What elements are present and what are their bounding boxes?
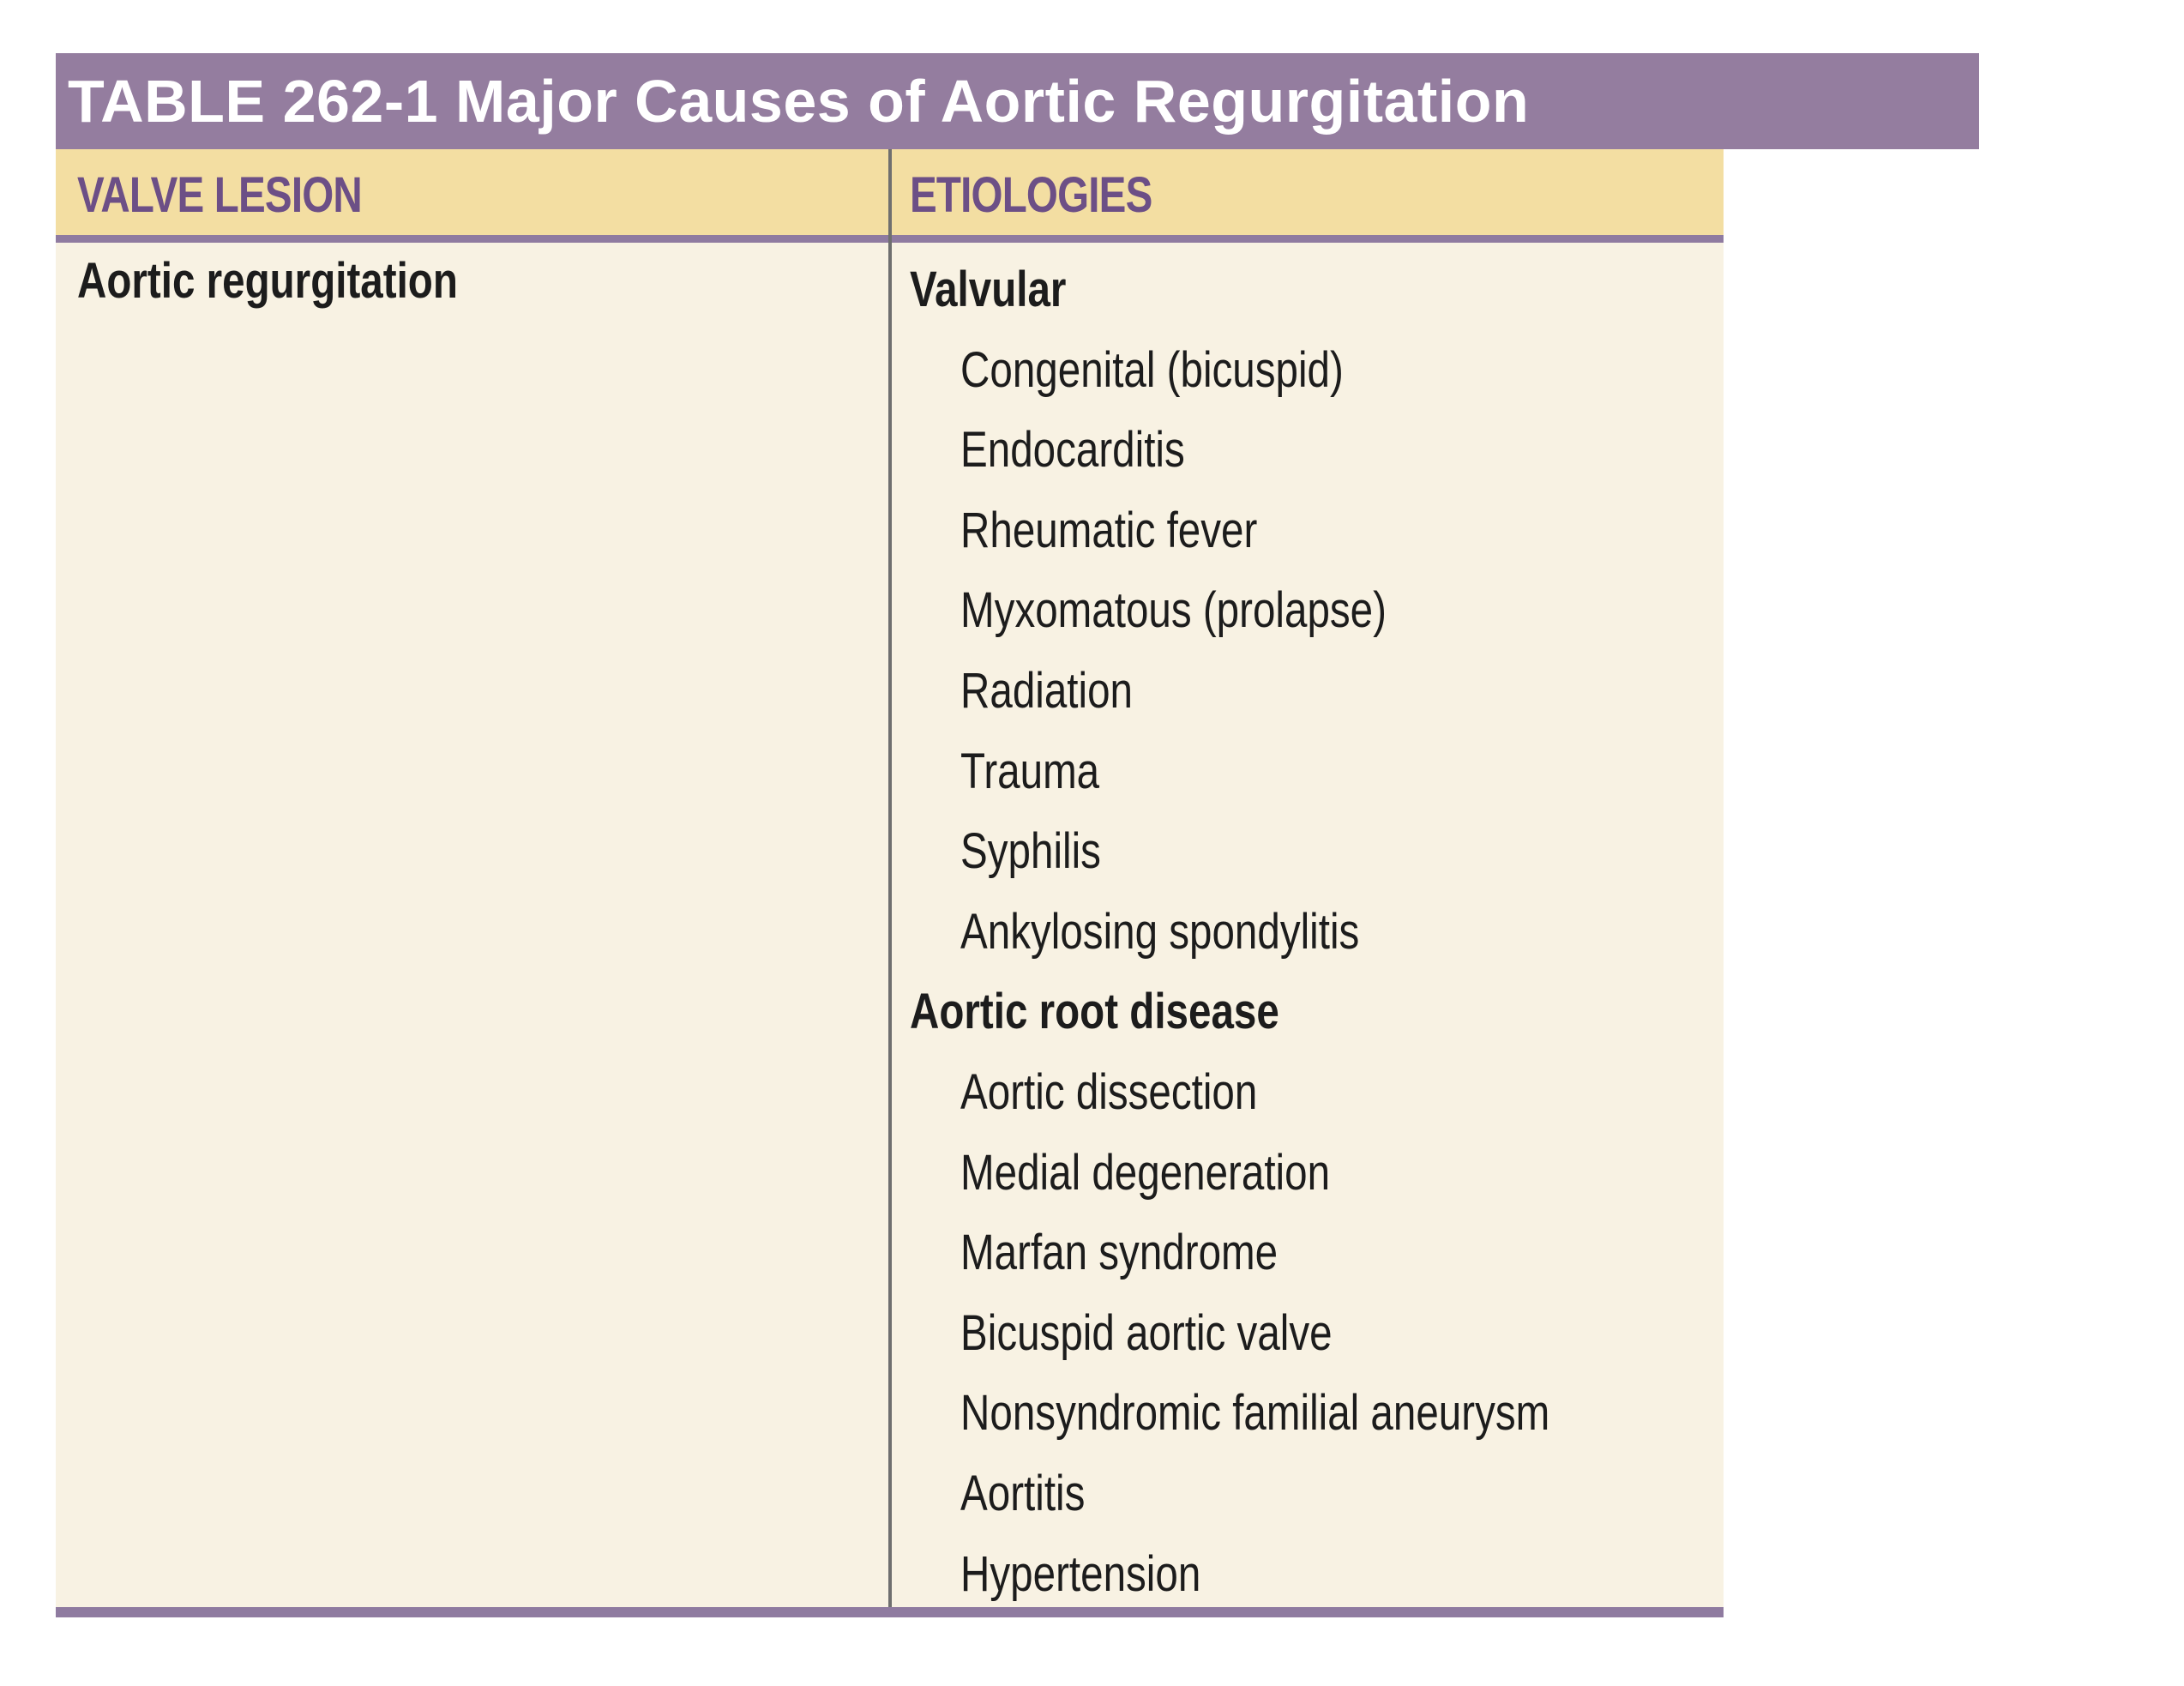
etiology-item: Aortic dissection <box>960 1063 1258 1120</box>
bottom-rule <box>56 1607 1724 1617</box>
etiology-item: Myxomatous (prolapse) <box>960 582 1387 639</box>
etiology-item: Endocarditis <box>960 422 1185 479</box>
etiology-group-heading: Aortic root disease <box>910 984 1279 1040</box>
table-title-bar: TABLE 262-1 Major Causes of Aortic Regur… <box>56 53 1979 149</box>
etiology-item: Bicuspid aortic valve <box>960 1304 1333 1361</box>
etiology-item: Hypertension <box>960 1545 1201 1602</box>
etiology-item: Syphilis <box>960 823 1101 880</box>
table-title: TABLE 262-1 Major Causes of Aortic Regur… <box>68 68 1530 135</box>
column-header-etiologies: ETIOLOGIES <box>910 167 1152 223</box>
valve-lesion-cell: Aortic regurgitation <box>77 253 458 309</box>
etiology-item: Marfan syndrome <box>960 1225 1279 1281</box>
etiology-item: Congenital (bicuspid) <box>960 341 1344 398</box>
column-divider <box>888 149 892 1607</box>
column-header-valve-lesion: VALVE LESION <box>77 167 363 223</box>
etiology-item: Radiation <box>960 662 1133 719</box>
causes-table: VALVE LESION ETIOLOGIES Aortic regurgita… <box>56 149 1724 1617</box>
etiology-item: Trauma <box>960 743 1100 799</box>
etiology-list: Valvular Congenital (bicuspid) Endocardi… <box>910 250 1690 1614</box>
etiology-item: Nonsyndromic familial aneurysm <box>960 1385 1550 1442</box>
etiology-item: Aortitis <box>960 1465 1086 1521</box>
etiology-item: Ankylosing spondylitis <box>960 903 1360 960</box>
etiology-item: Medial degeneration <box>960 1144 1331 1201</box>
etiology-item: Rheumatic fever <box>960 502 1258 558</box>
etiology-group-heading: Valvular <box>910 262 1067 317</box>
